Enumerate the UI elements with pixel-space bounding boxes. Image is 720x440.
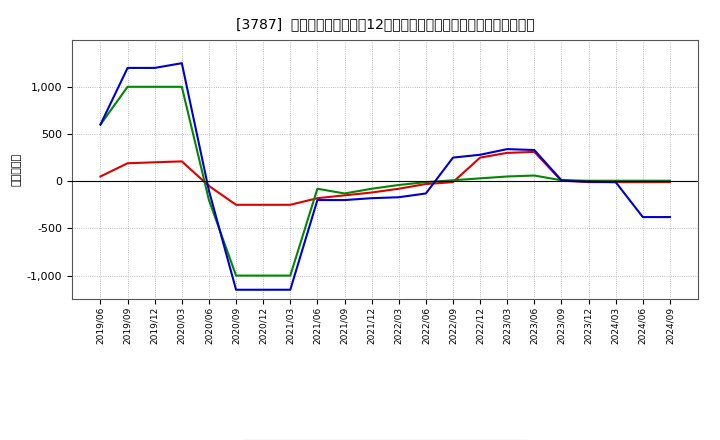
フリーCF	[313, 198, 322, 203]
営業CF	[639, 180, 647, 185]
営業CF	[313, 195, 322, 201]
営業CF	[286, 202, 294, 207]
投資CF	[530, 173, 539, 178]
営業CF	[584, 180, 593, 185]
フリーCF	[259, 287, 268, 293]
投資CF	[557, 178, 566, 183]
投資CF	[204, 198, 213, 203]
フリーCF	[476, 152, 485, 158]
Line: フリーCF: フリーCF	[101, 63, 670, 290]
営業CF	[232, 202, 240, 207]
営業CF	[395, 186, 403, 191]
営業CF	[530, 149, 539, 154]
投資CF	[611, 178, 620, 183]
フリーCF	[503, 147, 511, 152]
営業CF	[367, 190, 376, 195]
フリーCF	[204, 188, 213, 193]
投資CF	[367, 186, 376, 191]
営業CF	[611, 180, 620, 185]
フリーCF	[557, 178, 566, 183]
フリーCF	[665, 214, 674, 220]
フリーCF	[584, 179, 593, 184]
営業CF	[123, 161, 132, 166]
営業CF	[96, 174, 105, 179]
フリーCF	[178, 61, 186, 66]
投資CF	[259, 273, 268, 278]
投資CF	[639, 178, 647, 183]
フリーCF	[395, 194, 403, 200]
フリーCF	[530, 147, 539, 153]
投資CF	[421, 180, 430, 185]
フリーCF	[96, 122, 105, 127]
Line: 投資CF: 投資CF	[101, 87, 670, 275]
営業CF	[204, 183, 213, 189]
フリーCF	[123, 65, 132, 70]
投資CF	[449, 178, 457, 183]
営業CF	[665, 180, 674, 185]
投資CF	[476, 176, 485, 181]
フリーCF	[150, 65, 159, 70]
投資CF	[178, 84, 186, 89]
営業CF	[259, 202, 268, 207]
営業CF	[178, 159, 186, 164]
投資CF	[232, 273, 240, 278]
投資CF	[395, 182, 403, 187]
フリーCF	[286, 287, 294, 293]
投資CF	[341, 191, 349, 196]
投資CF	[665, 178, 674, 183]
投資CF	[503, 174, 511, 179]
Title: [3787]  キャッシュフローの12か月移動合計の対前年同期増減額の推移: [3787] キャッシュフローの12か月移動合計の対前年同期増減額の推移	[236, 18, 534, 32]
営業CF	[557, 178, 566, 183]
営業CF	[341, 193, 349, 198]
投資CF	[96, 122, 105, 127]
フリーCF	[421, 191, 430, 196]
投資CF	[286, 273, 294, 278]
営業CF	[421, 181, 430, 187]
フリーCF	[341, 198, 349, 203]
投資CF	[313, 186, 322, 191]
Y-axis label: （百万円）: （百万円）	[12, 153, 21, 186]
営業CF	[449, 180, 457, 185]
営業CF	[150, 160, 159, 165]
営業CF	[476, 155, 485, 160]
投資CF	[150, 84, 159, 89]
フリーCF	[611, 180, 620, 185]
営業CF	[503, 150, 511, 155]
フリーCF	[639, 214, 647, 220]
フリーCF	[232, 287, 240, 293]
投資CF	[123, 84, 132, 89]
フリーCF	[449, 155, 457, 160]
投資CF	[584, 178, 593, 183]
フリーCF	[367, 195, 376, 201]
Line: 営業CF: 営業CF	[101, 152, 670, 205]
